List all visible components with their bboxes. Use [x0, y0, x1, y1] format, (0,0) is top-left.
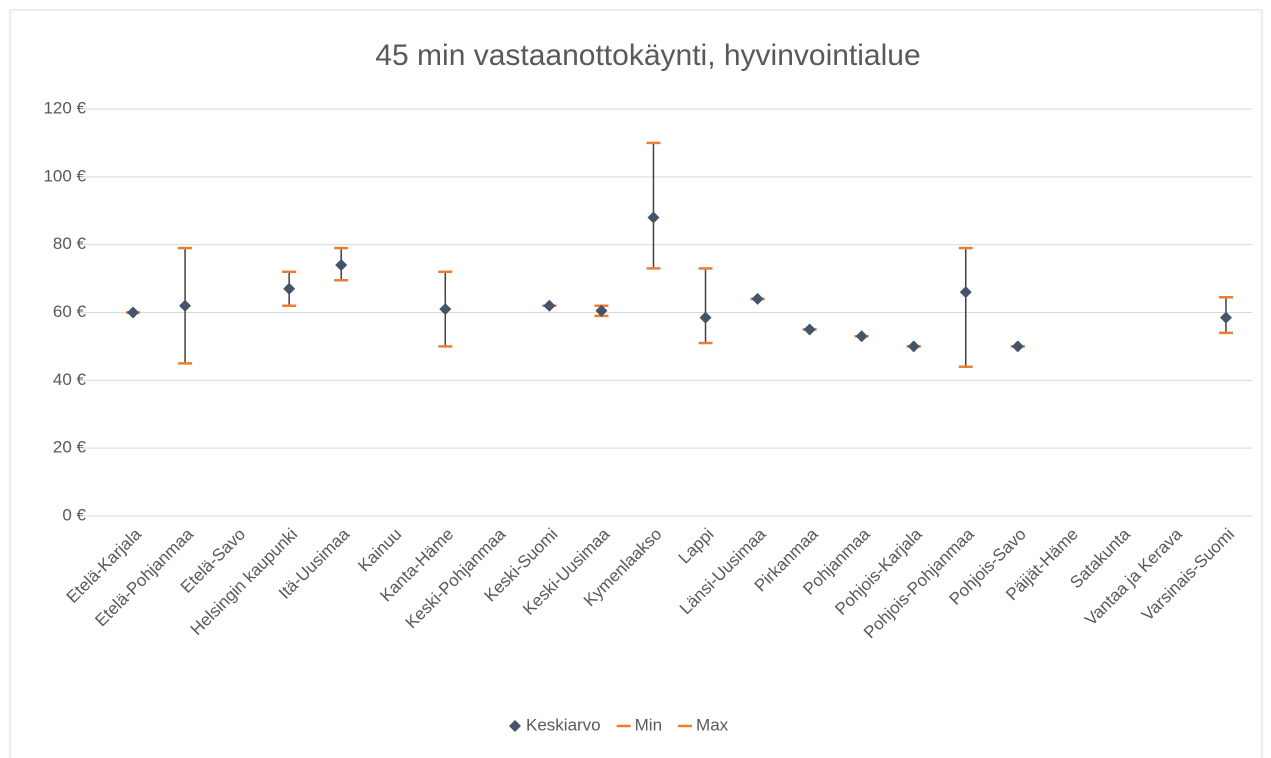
legend-label: Min	[635, 715, 662, 734]
y-tick-label: 120 €	[43, 98, 86, 117]
point-diamond	[803, 323, 816, 336]
point-diamond	[1011, 340, 1024, 353]
y-tick-label: 0 €	[62, 505, 86, 524]
legend-label: Keskiarvo	[526, 715, 601, 734]
point-diamond	[439, 303, 452, 316]
chart-border	[9, 9, 1263, 758]
point-diamond	[959, 286, 972, 299]
point-diamond	[543, 299, 556, 312]
point-diamond	[855, 330, 868, 343]
point-diamond	[907, 340, 920, 353]
chart-title: 45 min vastaanottokäynti, hyvinvointialu…	[375, 39, 920, 72]
point-diamond	[127, 306, 140, 319]
point-diamond	[751, 292, 764, 305]
point-diamond	[699, 311, 712, 324]
point-diamond	[647, 211, 660, 224]
point-diamond	[1219, 311, 1232, 324]
y-tick-label: 20 €	[53, 438, 87, 457]
legend-label: Max	[696, 715, 729, 734]
legend-marker	[509, 720, 521, 732]
point-diamond	[595, 304, 608, 317]
point-diamond	[179, 299, 192, 312]
y-tick-label: 40 €	[53, 370, 87, 389]
y-tick-label: 100 €	[43, 166, 86, 185]
point-diamond	[283, 282, 296, 295]
y-tick-label: 80 €	[53, 234, 87, 253]
point-diamond	[335, 259, 348, 272]
y-tick-label: 60 €	[53, 302, 87, 321]
